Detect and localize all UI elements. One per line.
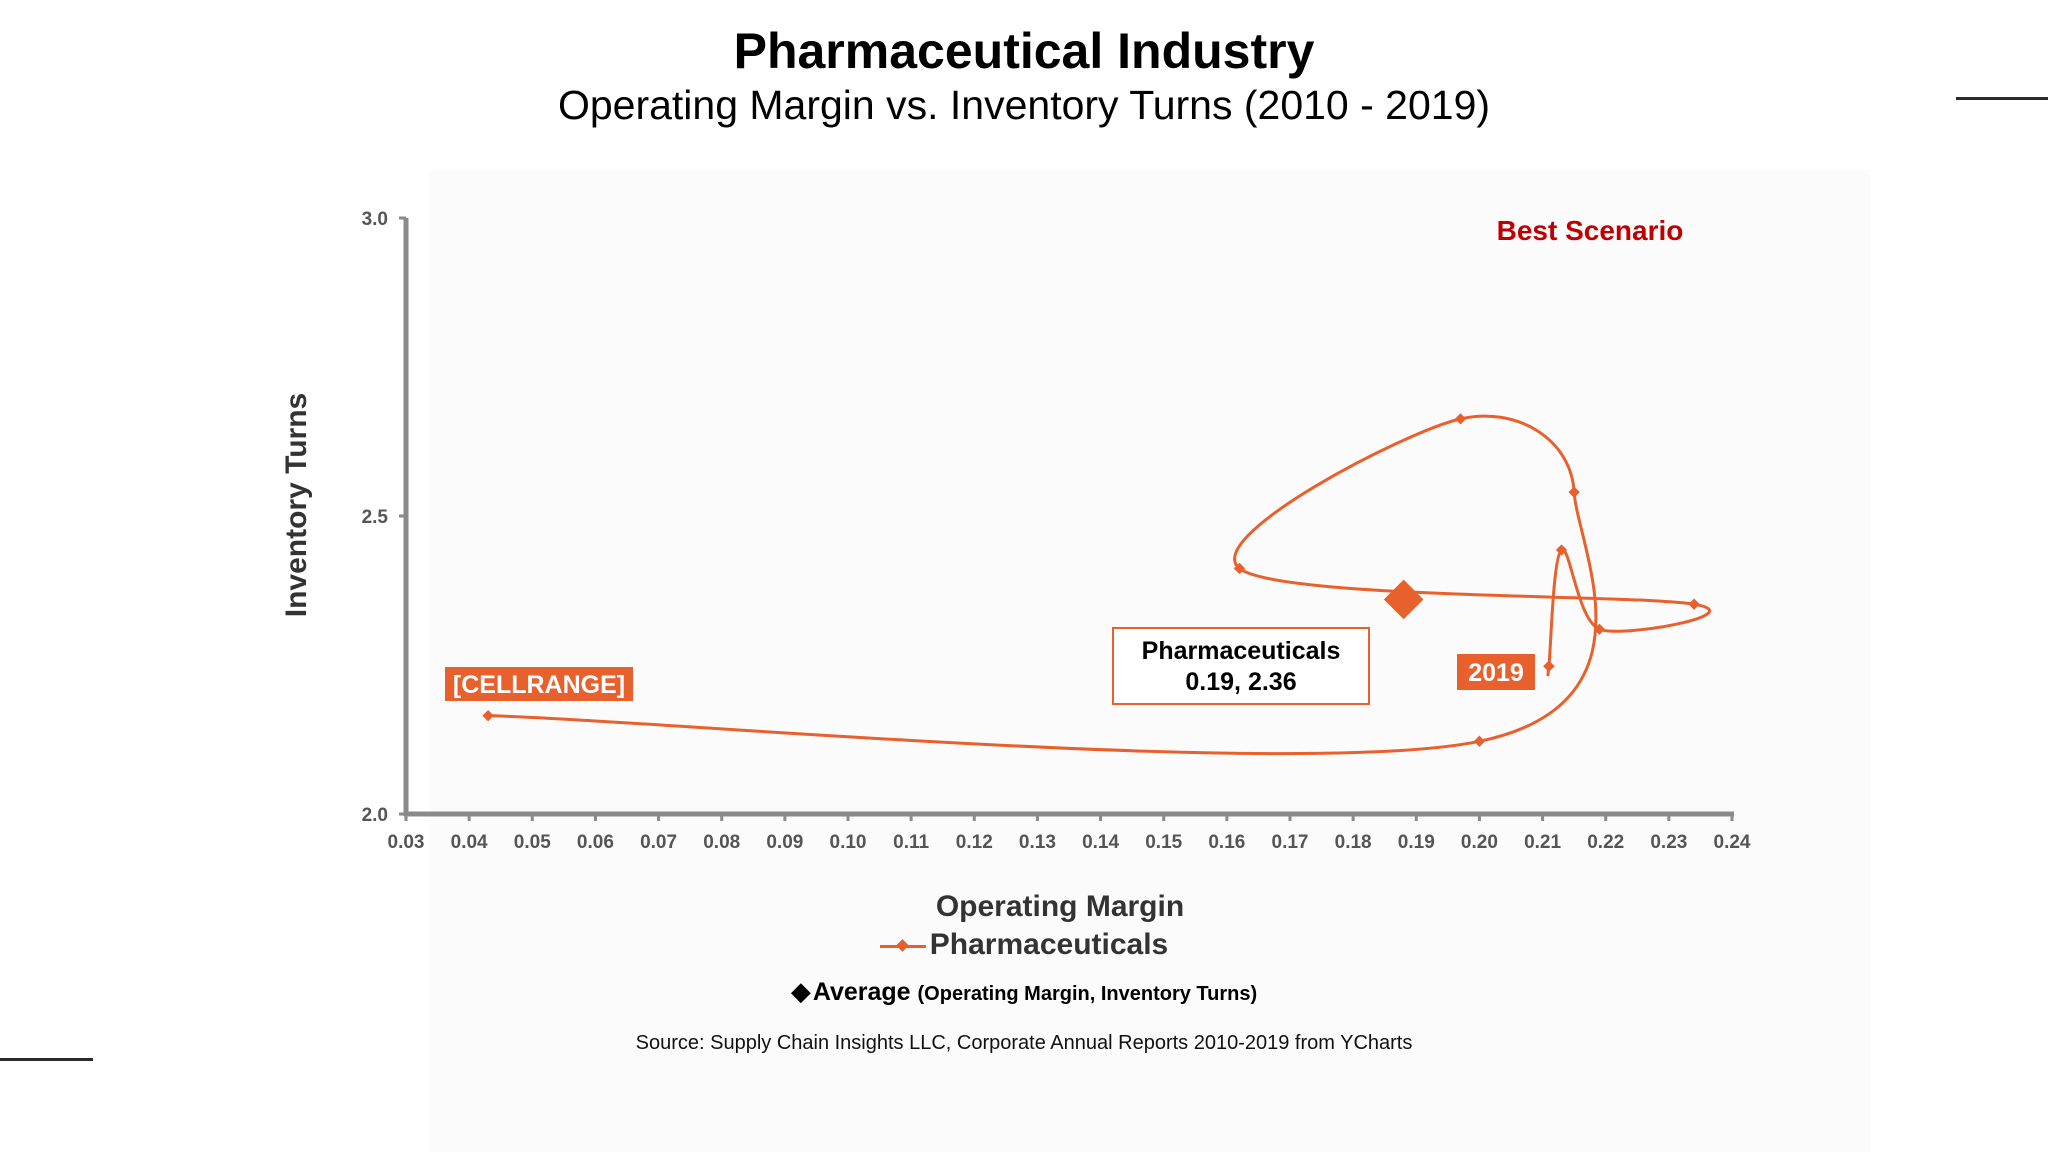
x-tick-label: 0.09 <box>766 832 803 853</box>
start-tag-box <box>445 667 633 701</box>
x-tick-label: 0.21 <box>1524 832 1561 853</box>
y-tick-label: 3.0 <box>362 209 388 230</box>
legend-point-icon <box>895 938 909 952</box>
data-point <box>482 710 494 722</box>
y-tick-label: 2.5 <box>362 507 389 528</box>
x-tick-label: 0.20 <box>1461 832 1498 853</box>
x-tick-label: 0.08 <box>703 832 740 853</box>
legend-average: ◆Average (Operating Margin, Inventory Tu… <box>0 976 2048 1007</box>
series-layer <box>482 413 1711 756</box>
data-point <box>1568 486 1580 498</box>
legend-average-label: Average <box>812 978 911 1006</box>
x-tick-label: 0.04 <box>451 832 488 853</box>
annotation-layer: Best Scenario [CELLRANGE] 2019 Pharmaceutic… <box>445 215 1684 705</box>
legend-average-detail: (Operating Margin, Inventory Turns) <box>917 983 1258 1005</box>
x-tick-label: 0.05 <box>514 832 551 853</box>
end-tag-label: 2019 <box>1468 659 1524 687</box>
x-tick-label: 0.06 <box>577 832 614 853</box>
legend-series-label: Pharmaceuticals <box>929 928 1169 961</box>
y-axis-title: Inventory Turns <box>280 393 313 617</box>
legend-line-icon <box>879 938 926 952</box>
start-tag-label: [CELLRANGE] <box>453 671 625 699</box>
x-tick-label: 0.19 <box>1398 832 1435 853</box>
source-note: Source: Supply Chain Insights LLC, Corpo… <box>635 1032 1413 1054</box>
x-tick-label: 0.17 <box>1272 832 1309 853</box>
x-tick-label: 0.16 <box>1208 832 1245 853</box>
best-scenario-label: Best Scenario <box>1497 215 1684 246</box>
x-tick-label: 0.11 <box>893 832 929 853</box>
decorative-rule-top-right <box>1956 97 2048 100</box>
data-point <box>1473 735 1486 747</box>
axes: 0.03 0.04 0.05 0.06 0.07 0.08 0.09 0.10 0.11 0.12… <box>280 209 1751 923</box>
x-tick-label: 0.14 <box>1082 832 1119 853</box>
data-point <box>1555 544 1568 556</box>
average-callout-box <box>1112 627 1370 705</box>
x-tick-label: 0.23 <box>1650 832 1687 853</box>
average-callout-line1: Pharmaceuticals <box>1142 637 1341 665</box>
diamond-icon: ◆ <box>790 976 811 1006</box>
x-tick-label: 0.15 <box>1145 832 1182 853</box>
data-point <box>1454 413 1467 425</box>
x-tick-label: 0.12 <box>956 832 993 853</box>
x-tick-label: 0.24 <box>1714 832 1751 853</box>
x-axis-title: Operating Margin <box>936 890 1184 923</box>
legend-series: Pharmaceuticals <box>0 928 2048 962</box>
x-tick-label: 0.13 <box>1019 832 1056 853</box>
x-tick-label: 0.18 <box>1335 832 1372 853</box>
decorative-rule-bottom-left <box>0 1058 93 1061</box>
end-tag-box <box>1457 654 1535 690</box>
x-tick-label: 0.10 <box>830 832 867 853</box>
x-tick-label: 0.22 <box>1587 832 1624 853</box>
average-marker <box>1383 579 1424 620</box>
data-point <box>1593 623 1606 635</box>
data-point <box>1233 562 1246 575</box>
data-point <box>1688 598 1700 610</box>
data-point <box>1543 660 1555 672</box>
y-tick-label: 2.0 <box>362 805 388 826</box>
chart-title: Pharmaceutical Industry <box>733 23 1315 79</box>
chart-subtitle: Operating Margin vs. Inventory Turns (20… <box>557 82 1491 128</box>
average-callout-line2: 0.19, 2.36 <box>1185 668 1296 696</box>
series-line <box>488 414 1711 756</box>
x-tick-label: 0.03 <box>388 832 425 853</box>
x-tick-label: 0.07 <box>640 832 677 853</box>
